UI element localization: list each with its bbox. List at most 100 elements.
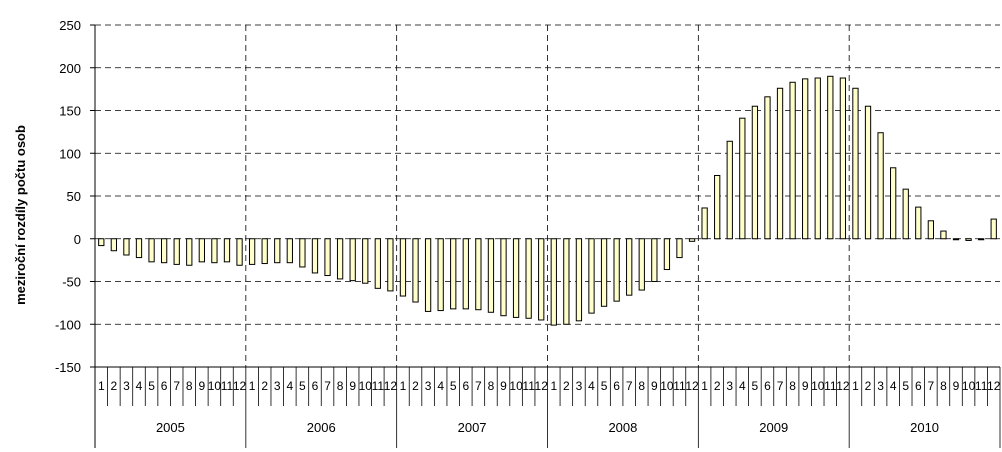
x-category-labels: 1 2 3 4 5 6 7 8 9 10 11 12 1 2 3 4 5 6 7 8 9 10 11 12 1 2 3 4 5 6 7 8 9 1… bbox=[98, 379, 1001, 435]
bar-2008-5 bbox=[601, 239, 606, 307]
month-label: 9 bbox=[802, 379, 809, 393]
y-tick-label: 250 bbox=[59, 18, 81, 33]
bar-2009-6 bbox=[765, 97, 770, 239]
month-label: 1 bbox=[249, 379, 256, 393]
bar-2008-4 bbox=[589, 239, 594, 313]
bar-2007-7 bbox=[476, 239, 481, 310]
y-tick-label: -150 bbox=[55, 360, 81, 375]
month-label: 7 bbox=[626, 379, 633, 393]
bar-2010-5 bbox=[903, 189, 908, 239]
bar-2009-2 bbox=[715, 175, 720, 238]
bar-2009-10 bbox=[815, 78, 820, 239]
month-label: 2 bbox=[261, 379, 268, 393]
bar-2005-4 bbox=[136, 239, 141, 258]
month-label: 12 bbox=[685, 379, 699, 393]
bar-2006-6 bbox=[312, 239, 317, 273]
bar-2007-5 bbox=[451, 239, 456, 309]
bar-2008-11 bbox=[677, 239, 682, 258]
month-label: 1 bbox=[701, 379, 708, 393]
month-label: 10 bbox=[962, 379, 976, 393]
month-label: 9 bbox=[198, 379, 205, 393]
bar-2010-8 bbox=[941, 231, 946, 239]
month-label: 5 bbox=[299, 379, 306, 393]
month-label: 9 bbox=[953, 379, 960, 393]
month-label: 11 bbox=[372, 379, 385, 393]
month-label: 8 bbox=[337, 379, 344, 393]
bar-2005-1 bbox=[99, 239, 104, 246]
bar-2008-10 bbox=[664, 239, 669, 270]
bar-2010-10 bbox=[966, 239, 971, 241]
y-tick-label: 100 bbox=[59, 146, 81, 161]
month-label: 1 bbox=[400, 379, 407, 393]
month-label: 5 bbox=[450, 379, 457, 393]
month-label: 3 bbox=[425, 379, 432, 393]
bar-2010-1 bbox=[853, 88, 858, 238]
bar-2007-3 bbox=[425, 239, 430, 312]
month-label: 3 bbox=[877, 379, 884, 393]
month-label: 1 bbox=[852, 379, 859, 393]
month-label: 8 bbox=[789, 379, 796, 393]
month-label: 4 bbox=[588, 379, 595, 393]
month-label: 8 bbox=[488, 379, 495, 393]
gridlines bbox=[95, 25, 1000, 367]
y-tick-labels: -150 -100 -50 0 50 100 150 200 250 bbox=[55, 18, 81, 375]
bar-2005-12 bbox=[237, 239, 242, 266]
month-label: 9 bbox=[500, 379, 507, 393]
month-label: 5 bbox=[601, 379, 608, 393]
month-label: 10 bbox=[359, 379, 373, 393]
month-label: 4 bbox=[739, 379, 746, 393]
y-tick-label: -100 bbox=[55, 317, 81, 332]
bar-2008-9 bbox=[652, 239, 657, 282]
bar-2005-9 bbox=[199, 239, 204, 262]
bar-2005-11 bbox=[224, 239, 229, 262]
bar-2005-5 bbox=[149, 239, 154, 262]
bar-2010-11 bbox=[979, 239, 984, 240]
month-label: 4 bbox=[890, 379, 897, 393]
bar-2008-12 bbox=[689, 239, 694, 242]
bar-2010-4 bbox=[891, 168, 896, 239]
bar-2009-3 bbox=[727, 141, 732, 238]
month-label: 3 bbox=[726, 379, 733, 393]
bar-2008-1 bbox=[551, 239, 556, 325]
bar-2008-7 bbox=[627, 239, 632, 295]
y-tick-label: 0 bbox=[74, 232, 81, 247]
month-label: 3 bbox=[576, 379, 583, 393]
bar-2009-11 bbox=[828, 76, 833, 238]
bar-2008-8 bbox=[639, 239, 644, 290]
year-label: 2007 bbox=[458, 420, 487, 435]
month-label: 6 bbox=[312, 379, 319, 393]
bar-2010-2 bbox=[865, 106, 870, 239]
month-label: 12 bbox=[535, 379, 549, 393]
month-label: 2 bbox=[865, 379, 872, 393]
month-label: 6 bbox=[161, 379, 168, 393]
bar-2010-9 bbox=[953, 239, 958, 240]
month-label: 3 bbox=[274, 379, 281, 393]
month-label: 7 bbox=[928, 379, 935, 393]
month-label: 10 bbox=[509, 379, 523, 393]
month-label: 11 bbox=[824, 379, 837, 393]
month-label: 6 bbox=[462, 379, 469, 393]
month-label: 8 bbox=[638, 379, 645, 393]
bar-2006-1 bbox=[249, 239, 254, 265]
bar-2005-8 bbox=[187, 239, 192, 266]
year-label: 2010 bbox=[910, 420, 939, 435]
month-label: 9 bbox=[651, 379, 658, 393]
year-label: 2005 bbox=[156, 420, 185, 435]
y-axis-label: meziroční rozdíly počtu osob bbox=[13, 125, 28, 305]
month-label: 3 bbox=[123, 379, 130, 393]
y-tick-label: 150 bbox=[59, 104, 81, 119]
month-label: 2 bbox=[111, 379, 118, 393]
y-tick-label: -50 bbox=[62, 275, 81, 290]
bar-2007-4 bbox=[438, 239, 443, 311]
month-label: 12 bbox=[233, 379, 247, 393]
bar-2006-2 bbox=[262, 239, 267, 264]
month-label: 2 bbox=[412, 379, 419, 393]
month-label: 5 bbox=[148, 379, 155, 393]
month-label: 1 bbox=[550, 379, 557, 393]
month-label: 7 bbox=[324, 379, 331, 393]
month-label: 7 bbox=[173, 379, 180, 393]
y-tick-label: 50 bbox=[67, 189, 81, 204]
month-label: 7 bbox=[475, 379, 482, 393]
month-label: 8 bbox=[186, 379, 193, 393]
month-label: 12 bbox=[987, 379, 1001, 393]
